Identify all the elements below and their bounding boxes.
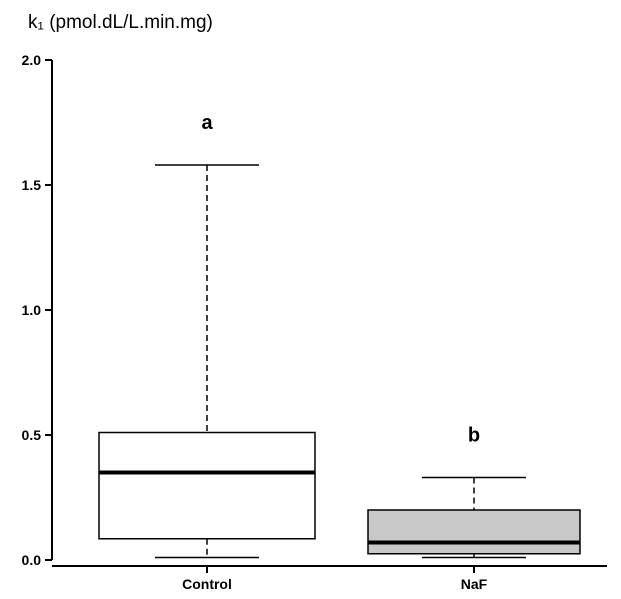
y-tick-label: 1.5 [22,177,42,193]
boxes-group: Control a NaF b [98,112,581,592]
y-tick-label: 1.0 [22,302,42,318]
control-box [98,431,316,540]
naf-significance-letter: b [468,425,480,447]
naf-box [367,509,581,555]
y-tick-label: 0.0 [22,552,42,568]
y-axis-ticks: 0.0 0.5 1.0 1.5 2.0 [22,52,52,568]
y-tick-label: 2.0 [22,52,42,68]
y-axis-label: k₁ (pmol.dL/L.min.mg) [28,12,213,33]
control-category-label: Control [182,576,232,592]
control-significance-letter: a [201,112,213,134]
naf-category-label: NaF [461,576,488,592]
y-tick-label: 0.5 [22,427,42,443]
